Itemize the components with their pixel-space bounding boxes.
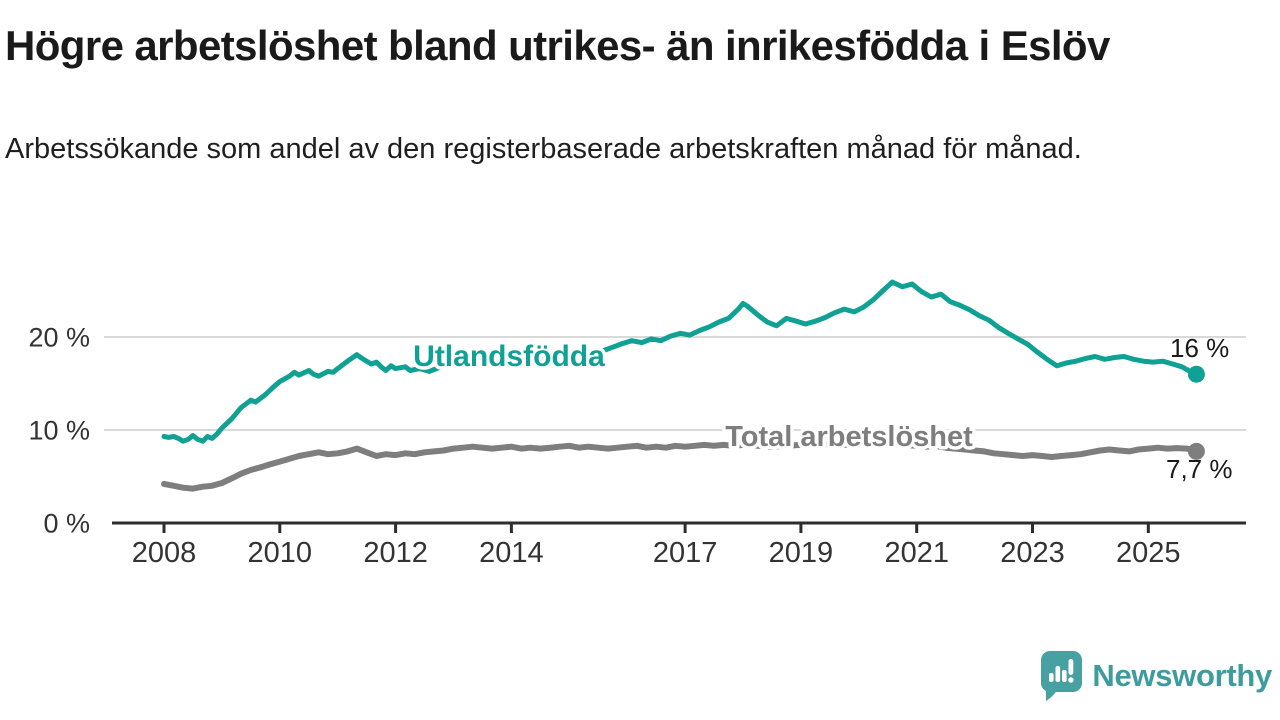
x-tick-label: 2023 [1000,537,1065,569]
page-title: Högre arbetslöshet bland utrikes- än inr… [5,22,1110,69]
x-tick-label: 2010 [248,537,313,569]
end-value-total: 7,7 % [1166,454,1233,484]
line-utlandsfodda [161,279,1199,444]
line-total-arbetsloshet [161,440,1200,492]
x-tick-label: 2021 [884,537,949,569]
x-tick-label: 2017 [653,537,718,569]
series-label-utlandsfodda: Utlandsfödda [413,340,605,373]
page-subtitle: Arbetssökande som andel av den registerb… [5,133,1082,165]
y-tick-label: 0 % [43,509,90,539]
y-tick-label: 20 % [28,323,90,353]
x-tick-label: 2014 [479,537,544,569]
x-tick-label: 2012 [363,537,428,569]
series-label-total: Total arbetslöshet [725,421,973,453]
newsworthy-logo-icon [1041,651,1083,701]
series-lines [161,279,1200,492]
axis-tick-labels: 2008 2010 2012 2014 2017 2019 2021 2023 2025 0 % 1… [28,323,1180,570]
end-dot-utlandsfodda [1187,365,1205,383]
end-dot-total [1187,442,1205,460]
y-tick-label: 10 % [28,416,90,446]
newsworthy-logo[interactable]: Newsworthy [1038,649,1272,702]
x-tick-label: 2008 [132,537,197,569]
x-tick-label: 2019 [769,537,834,569]
newsworthy-logo-text: Newsworthy [1092,657,1272,693]
end-value-utlandsfodda: 16 % [1170,333,1229,363]
x-axis [112,521,1246,533]
x-tick-label: 2025 [1116,537,1181,569]
